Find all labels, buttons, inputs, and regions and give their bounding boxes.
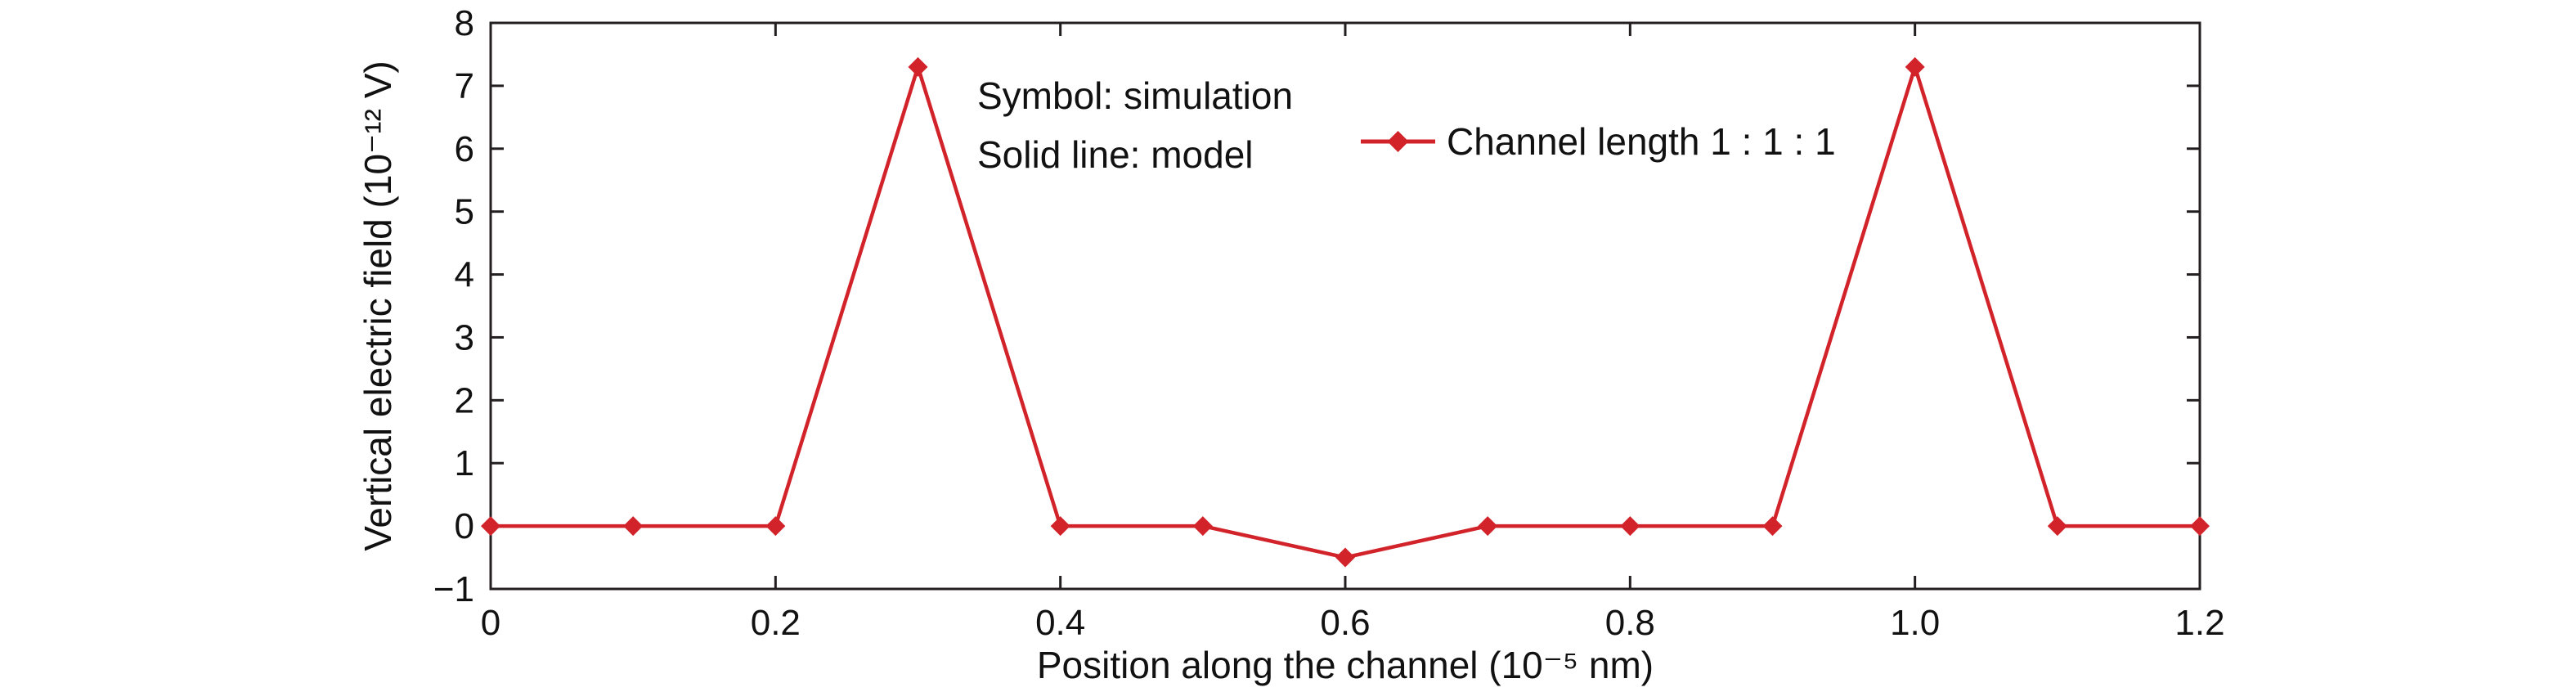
y-tick-label: 5 <box>455 192 474 232</box>
data-point-marker <box>623 516 644 537</box>
legend: Channel length 1 : 1 : 1 <box>1359 119 1836 164</box>
y-tick-label: 0 <box>455 506 474 546</box>
data-point-marker <box>1335 547 1355 568</box>
series-line <box>491 65 2200 559</box>
y-tick-label: 2 <box>455 380 474 420</box>
y-tick-label: 7 <box>455 66 474 106</box>
y-tick-label: 3 <box>455 317 474 357</box>
x-tick-label: 0.6 <box>1320 603 1370 643</box>
data-point-marker <box>765 516 786 537</box>
x-tick-label: 0 <box>481 603 500 643</box>
x-tick-label: 0.2 <box>751 603 801 643</box>
data-point-marker <box>1620 516 1640 537</box>
x-tick-label: 1.0 <box>1890 603 1940 643</box>
data-point-marker <box>1050 516 1070 537</box>
plot-frame <box>489 21 2201 591</box>
y-tick-label: 1 <box>455 443 474 483</box>
data-point-marker <box>481 516 500 537</box>
data-point-marker <box>2190 516 2210 537</box>
data-point-marker <box>1478 516 1498 537</box>
y-tick-label: 6 <box>455 129 474 169</box>
legend-line-diamond-icon <box>1361 131 1435 152</box>
data-point-marker <box>1762 516 1783 537</box>
data-point-marker <box>908 56 928 77</box>
y-tick-label: 8 <box>455 3 474 43</box>
x-tick-label: 1.2 <box>2174 603 2224 643</box>
data-point-marker <box>1192 516 1213 537</box>
legend-label: Channel length 1 : 1 : 1 <box>1447 120 1836 163</box>
y-axis-title: Vertical electric field (10⁻¹² V) <box>357 61 399 551</box>
data-point-marker <box>1905 56 1925 77</box>
annotation-symbol-simulation: Symbol: simulation <box>977 74 1294 117</box>
annotation-solid-line-model: Solid line: model <box>977 133 1254 176</box>
y-tick-label: −1 <box>433 569 474 609</box>
x-tick-label: 0.8 <box>1605 603 1655 643</box>
data-point-marker <box>2047 516 2067 537</box>
x-axis-title: Position along the channel (10⁻⁵ nm) <box>1036 644 1654 686</box>
y-tick-label: 4 <box>455 255 474 295</box>
x-tick-label: 0.4 <box>1035 603 1085 643</box>
